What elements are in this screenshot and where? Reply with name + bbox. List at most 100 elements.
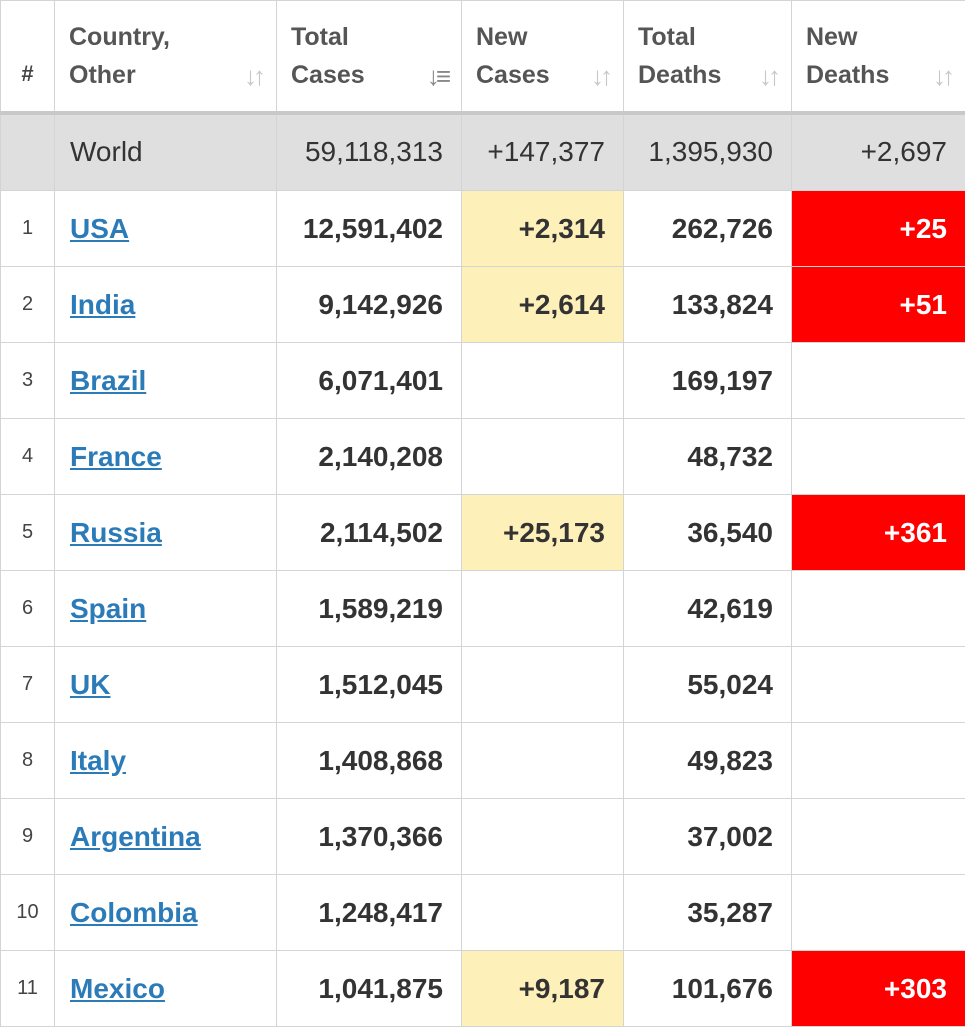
rank-cell: 2	[1, 267, 55, 343]
total-deaths-cell: 49,823	[624, 723, 792, 799]
table-row: 7 UK 1,512,045 55,024	[1, 647, 965, 723]
country-cell: USA	[55, 191, 277, 267]
total-cases-cell: 9,142,926	[277, 267, 462, 343]
world-row: World 59,118,313 +147,377 1,395,930 +2,6…	[1, 113, 965, 191]
total-deaths-cell: 55,024	[624, 647, 792, 723]
country-cell: Russia	[55, 495, 277, 571]
sort-descending-icon[interactable]: ↓≡	[427, 57, 447, 95]
new-cases-cell: +2,314	[462, 191, 624, 267]
table-row: 8 Italy 1,408,868 49,823	[1, 723, 965, 799]
header-total-cases[interactable]: Total Cases ↓≡	[277, 1, 462, 113]
sort-arrows-icon[interactable]: ↓↑	[759, 57, 777, 95]
total-cases-cell: 6,071,401	[277, 343, 462, 419]
country-cell: UK	[55, 647, 277, 723]
country-link[interactable]: Spain	[70, 593, 146, 624]
header-new-cases[interactable]: New Cases ↓↑	[462, 1, 624, 113]
country-link[interactable]: Argentina	[70, 821, 201, 852]
country-cell: Mexico	[55, 951, 277, 1027]
header-total-cases-label-2: Cases	[291, 61, 365, 89]
total-cases-cell: 1,248,417	[277, 875, 462, 951]
total-cases-cell: 1,512,045	[277, 647, 462, 723]
new-deaths-cell	[792, 343, 965, 419]
total-cases-cell: 1,041,875	[277, 951, 462, 1027]
new-deaths-cell	[792, 571, 965, 647]
new-deaths-cell: +25	[792, 191, 965, 267]
new-cases-cell	[462, 343, 624, 419]
total-cases-cell: 2,114,502	[277, 495, 462, 571]
table-row: 4 France 2,140,208 48,732	[1, 419, 965, 495]
header-country-label-2: Other	[69, 61, 136, 89]
new-deaths-cell: +361	[792, 495, 965, 571]
sort-arrows-icon[interactable]: ↓↑	[244, 57, 262, 95]
total-cases-cell: 1,408,868	[277, 723, 462, 799]
new-cases-cell	[462, 799, 624, 875]
country-link[interactable]: USA	[70, 213, 129, 244]
rank-cell: 3	[1, 343, 55, 419]
world-total-cases: 59,118,313	[277, 113, 462, 191]
country-link[interactable]: Italy	[70, 745, 126, 776]
new-deaths-cell	[792, 875, 965, 951]
country-cell: Spain	[55, 571, 277, 647]
table-body: World 59,118,313 +147,377 1,395,930 +2,6…	[1, 113, 965, 1027]
total-deaths-cell: 48,732	[624, 419, 792, 495]
total-cases-cell: 12,591,402	[277, 191, 462, 267]
new-deaths-cell	[792, 799, 965, 875]
rank-cell: 1	[1, 191, 55, 267]
country-cell: France	[55, 419, 277, 495]
world-country-cell: World	[55, 113, 277, 191]
rank-cell: 4	[1, 419, 55, 495]
rank-cell: 7	[1, 647, 55, 723]
header-country[interactable]: Country, Other ↓↑	[55, 1, 277, 113]
new-cases-cell	[462, 723, 624, 799]
header-new-cases-label-1: New	[476, 23, 527, 51]
country-link[interactable]: Colombia	[70, 897, 198, 928]
country-cell: Argentina	[55, 799, 277, 875]
table-row: 10 Colombia 1,248,417 35,287	[1, 875, 965, 951]
new-deaths-cell: +303	[792, 951, 965, 1027]
new-cases-cell: +9,187	[462, 951, 624, 1027]
new-deaths-cell	[792, 647, 965, 723]
country-link[interactable]: Brazil	[70, 365, 146, 396]
new-cases-cell: +2,614	[462, 267, 624, 343]
total-deaths-cell: 36,540	[624, 495, 792, 571]
rank-cell: 9	[1, 799, 55, 875]
country-cell: Brazil	[55, 343, 277, 419]
rank-cell: 10	[1, 875, 55, 951]
new-deaths-cell	[792, 723, 965, 799]
total-deaths-cell: 262,726	[624, 191, 792, 267]
total-cases-cell: 2,140,208	[277, 419, 462, 495]
header-total-deaths-label-1: Total	[638, 23, 696, 51]
header-rank[interactable]: #	[1, 1, 55, 113]
rank-cell: 5	[1, 495, 55, 571]
country-link[interactable]: Russia	[70, 517, 162, 548]
new-cases-cell	[462, 419, 624, 495]
total-deaths-cell: 35,287	[624, 875, 792, 951]
country-link[interactable]: Mexico	[70, 973, 165, 1004]
header-total-deaths[interactable]: Total Deaths ↓↑	[624, 1, 792, 113]
new-cases-cell	[462, 647, 624, 723]
country-link[interactable]: India	[70, 289, 135, 320]
header-new-deaths-label-2: Deaths	[806, 61, 889, 89]
header-total-deaths-label-2: Deaths	[638, 61, 721, 89]
header-new-deaths[interactable]: New Deaths ↓↑	[792, 1, 965, 113]
header-country-label-1: Country,	[69, 23, 170, 51]
rank-cell: 6	[1, 571, 55, 647]
sort-arrows-icon[interactable]: ↓↑	[591, 57, 609, 95]
total-deaths-cell: 42,619	[624, 571, 792, 647]
rank-cell: 8	[1, 723, 55, 799]
country-link[interactable]: France	[70, 441, 162, 472]
country-link[interactable]: UK	[70, 669, 110, 700]
country-cell: India	[55, 267, 277, 343]
new-cases-cell	[462, 571, 624, 647]
world-rank-cell	[1, 113, 55, 191]
sort-arrows-icon[interactable]: ↓↑	[933, 57, 951, 95]
header-new-deaths-label-1: New	[806, 23, 857, 51]
